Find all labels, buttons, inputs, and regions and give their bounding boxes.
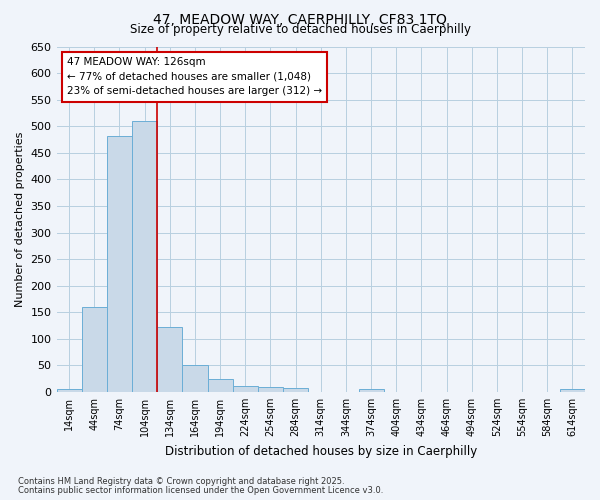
Bar xyxy=(283,388,308,392)
Bar xyxy=(56,390,82,392)
Text: 47, MEADOW WAY, CAERPHILLY, CF83 1TQ: 47, MEADOW WAY, CAERPHILLY, CF83 1TQ xyxy=(153,12,447,26)
Text: Contains public sector information licensed under the Open Government Licence v3: Contains public sector information licen… xyxy=(18,486,383,495)
Bar xyxy=(233,386,258,392)
Bar xyxy=(132,121,157,392)
Bar xyxy=(560,390,585,392)
X-axis label: Distribution of detached houses by size in Caerphilly: Distribution of detached houses by size … xyxy=(164,444,477,458)
Bar xyxy=(208,379,233,392)
Text: 47 MEADOW WAY: 126sqm
← 77% of detached houses are smaller (1,048)
23% of semi-d: 47 MEADOW WAY: 126sqm ← 77% of detached … xyxy=(67,57,322,96)
Bar xyxy=(182,366,208,392)
Bar xyxy=(82,307,107,392)
Text: Size of property relative to detached houses in Caerphilly: Size of property relative to detached ho… xyxy=(130,22,470,36)
Y-axis label: Number of detached properties: Number of detached properties xyxy=(15,132,25,307)
Text: Contains HM Land Registry data © Crown copyright and database right 2025.: Contains HM Land Registry data © Crown c… xyxy=(18,477,344,486)
Bar xyxy=(258,386,283,392)
Bar xyxy=(359,390,383,392)
Bar xyxy=(107,136,132,392)
Bar xyxy=(157,327,182,392)
